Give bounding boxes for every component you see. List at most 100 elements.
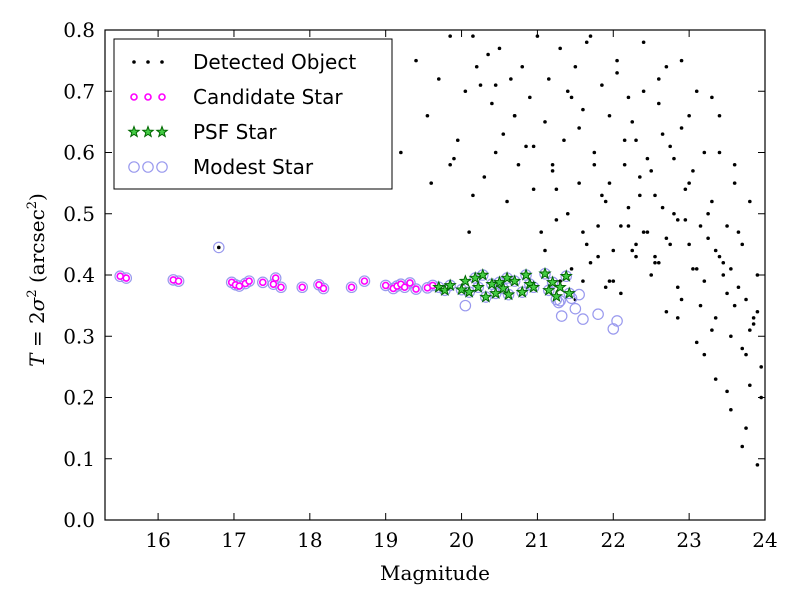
detected-object-point bbox=[691, 267, 695, 271]
detected-object-point bbox=[641, 40, 646, 45]
x-tick-label: 17 bbox=[221, 528, 246, 552]
detected-object-point bbox=[672, 156, 676, 161]
psf-star-point bbox=[496, 281, 510, 295]
legend-detected-object-marker bbox=[132, 60, 136, 64]
candidate-star-point bbox=[277, 283, 285, 292]
detected-object-point bbox=[216, 245, 221, 250]
detected-object-point bbox=[660, 132, 665, 136]
modest-star-point bbox=[555, 310, 568, 322]
detected-object-point bbox=[467, 230, 471, 234]
candidate-star-point bbox=[298, 283, 307, 292]
modest-star-point bbox=[212, 241, 225, 254]
detected-object-point bbox=[649, 169, 654, 173]
detected-object-point bbox=[668, 144, 672, 149]
detected-object-point bbox=[592, 150, 597, 155]
detected-object-point bbox=[569, 95, 574, 100]
candidate-star-point bbox=[174, 277, 183, 285]
detected-object-point bbox=[600, 193, 604, 198]
candidate-star-point bbox=[406, 279, 414, 287]
modest-star-point bbox=[573, 288, 585, 301]
detected-object-point bbox=[706, 211, 710, 216]
x-axis-label: Magnitude bbox=[380, 561, 490, 585]
modest-star-point bbox=[592, 308, 604, 320]
detected-object-point bbox=[725, 389, 729, 394]
detected-object-point bbox=[691, 169, 695, 173]
detected-object-point bbox=[550, 162, 555, 167]
detected-object-point bbox=[630, 248, 635, 253]
detected-object-point bbox=[455, 138, 460, 143]
detected-object-point bbox=[603, 199, 608, 204]
psf-star-point bbox=[479, 290, 493, 303]
modest-star-point bbox=[379, 279, 392, 292]
detected-object-point bbox=[607, 181, 612, 185]
x-tick-label: 23 bbox=[676, 528, 701, 552]
detected-object-point bbox=[619, 291, 623, 296]
detected-object-point bbox=[687, 242, 691, 247]
detected-object-point bbox=[512, 113, 517, 118]
detected-object-point bbox=[717, 254, 722, 259]
detected-object-point bbox=[725, 224, 729, 228]
legend-candidate-star-marker bbox=[130, 93, 138, 101]
detected-object-point bbox=[748, 199, 752, 204]
detected-object-point bbox=[755, 309, 760, 314]
detected-object-point bbox=[694, 340, 699, 345]
legend-psf-star-label: PSF Star bbox=[193, 120, 277, 144]
detected-object-point bbox=[710, 328, 714, 332]
detected-object-point bbox=[751, 322, 756, 326]
detected-object-point bbox=[702, 352, 707, 357]
legend-candidate-star-label: Candidate Star bbox=[193, 85, 343, 109]
detected-object-point bbox=[721, 273, 726, 277]
detected-object-point bbox=[596, 224, 600, 228]
detected-object-point bbox=[736, 285, 741, 290]
legend-detected-object-marker bbox=[146, 60, 150, 64]
detected-object-point bbox=[581, 107, 585, 112]
detected-object-point bbox=[399, 150, 403, 155]
detected-object-point bbox=[482, 175, 487, 179]
x-tick-label: 21 bbox=[525, 528, 550, 552]
detected-object-point bbox=[490, 101, 494, 106]
detected-object-point bbox=[732, 303, 737, 308]
legend-box bbox=[113, 38, 393, 190]
detected-object-point bbox=[645, 230, 650, 234]
detected-object-point bbox=[584, 242, 589, 247]
detected-object-point bbox=[471, 193, 475, 198]
detected-object-point bbox=[634, 254, 638, 259]
y-tick-label: 0.7 bbox=[63, 79, 95, 103]
detected-object-point bbox=[603, 285, 608, 290]
legend-modest-star-marker bbox=[128, 161, 140, 173]
detected-object-point bbox=[565, 211, 570, 216]
detected-object-point bbox=[493, 83, 498, 87]
psf-star-point bbox=[527, 280, 541, 293]
psf-star-point bbox=[492, 275, 507, 288]
detected-object-point bbox=[729, 267, 733, 271]
legend-detected-object-marker bbox=[160, 60, 164, 64]
detected-object-point bbox=[755, 463, 760, 467]
detected-object-point bbox=[554, 218, 559, 222]
legend-modest-star-marker bbox=[142, 161, 154, 173]
detected-object-point bbox=[736, 230, 741, 234]
detected-object-point bbox=[626, 224, 631, 228]
detected-object-point bbox=[501, 132, 506, 136]
detected-object-point bbox=[710, 95, 714, 100]
detected-object-point bbox=[478, 83, 483, 87]
psf-star-point bbox=[542, 283, 556, 296]
detected-object-point bbox=[414, 58, 418, 63]
detected-object-point bbox=[638, 193, 642, 198]
y-axis-label: T = 2σ2 (arcsec2) bbox=[25, 193, 49, 367]
detected-object-point bbox=[653, 193, 657, 198]
detected-object-point bbox=[528, 95, 532, 100]
detected-object-point bbox=[531, 144, 536, 149]
plot-frame bbox=[104, 29, 766, 521]
detected-object-point bbox=[448, 162, 452, 167]
detected-object-point bbox=[562, 138, 566, 143]
detected-object-point bbox=[660, 205, 665, 210]
detected-object-point bbox=[698, 303, 703, 308]
detected-object-point bbox=[539, 230, 544, 234]
detected-object-point bbox=[641, 230, 646, 234]
legend-modest-star-marker bbox=[156, 161, 168, 173]
psf-star-point bbox=[454, 282, 469, 296]
detected-object-point bbox=[516, 162, 521, 167]
detected-object-point bbox=[584, 40, 589, 45]
detected-object-point bbox=[675, 316, 680, 320]
